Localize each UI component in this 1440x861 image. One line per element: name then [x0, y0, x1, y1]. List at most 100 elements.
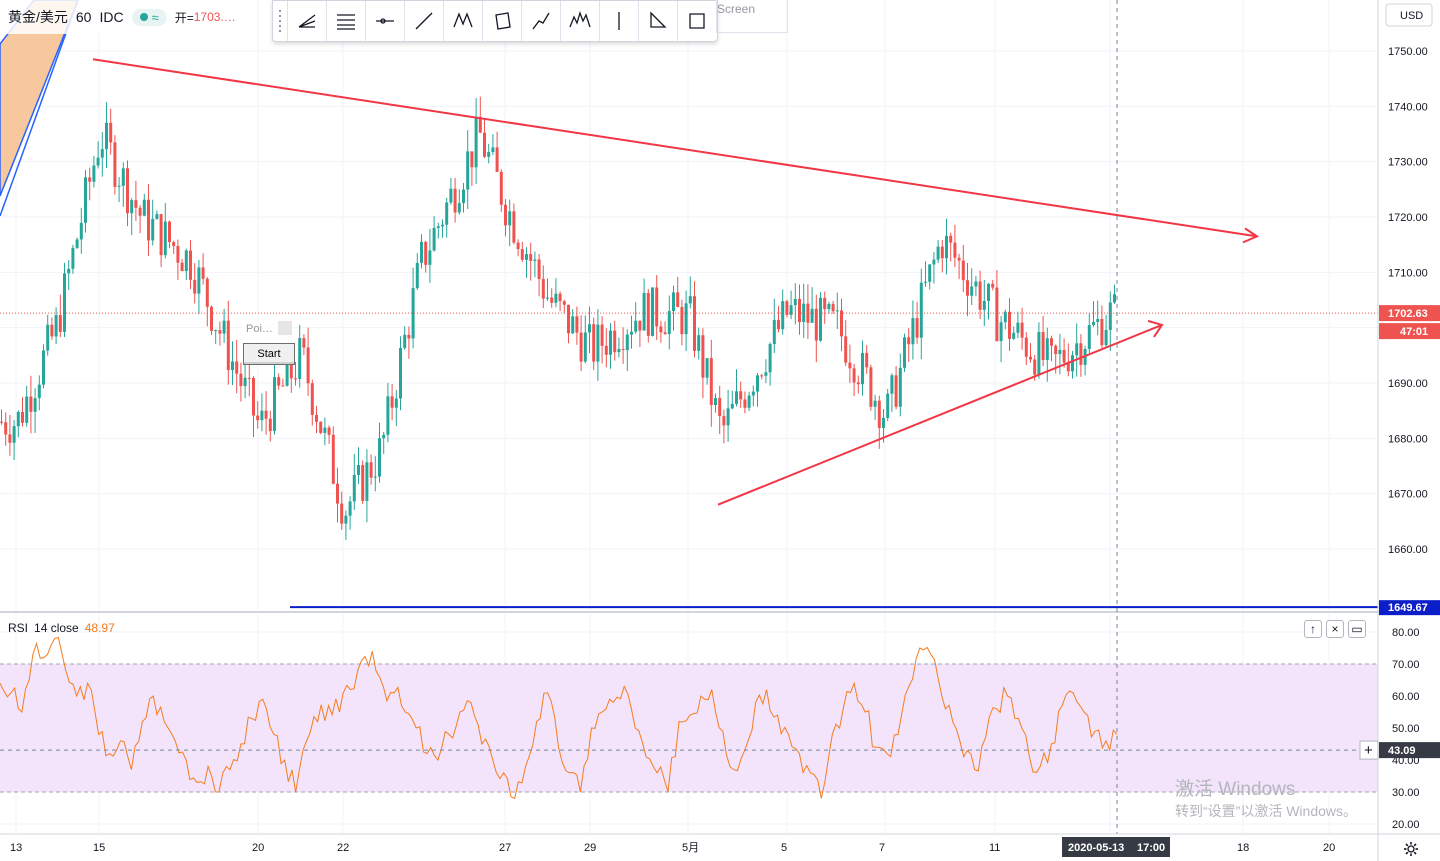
candle-down [327, 427, 331, 435]
rectangle-tool-button[interactable] [677, 1, 716, 41]
start-button[interactable]: Start [243, 343, 295, 365]
trend-line-upper[interactable] [92, 58, 1258, 238]
elliott-wave-tool-button[interactable] [560, 1, 599, 41]
candle-up [634, 320, 638, 332]
candle-up [1096, 318, 1100, 322]
candle-up [903, 337, 906, 368]
xabcd-pattern-tool-button[interactable] [443, 1, 482, 41]
candle-down [957, 257, 961, 261]
candle-up [781, 301, 785, 330]
add-alert-button[interactable] [1359, 740, 1379, 760]
candle-up [12, 426, 16, 443]
candle-down [58, 315, 62, 332]
candle-up [726, 408, 730, 426]
vertical-line-tool-button[interactable] [599, 1, 638, 41]
price-tick-label: 1730.00 [1388, 157, 1428, 169]
market-status-badge[interactable]: ≈ [131, 8, 167, 26]
rotated-rectangle-tool-button[interactable] [482, 1, 521, 41]
time-tick-label: 29 [584, 842, 596, 854]
candle-up [583, 332, 587, 362]
candle-down [966, 280, 969, 296]
rsi-name[interactable]: RSI [8, 621, 29, 635]
candle-down [852, 368, 856, 383]
candle-down [390, 396, 394, 408]
trend-arrow-head [1147, 319, 1164, 338]
candle-down [520, 249, 524, 260]
gann-fan-tool-button[interactable] [326, 1, 365, 41]
candle-down [172, 242, 176, 247]
candle-down [176, 246, 180, 263]
candle-up [571, 316, 575, 334]
trend-line-lower[interactable] [717, 323, 1163, 506]
candle-down [907, 337, 911, 345]
settings-gear-icon[interactable] [1400, 838, 1422, 860]
candles-layer [0, 96, 1116, 540]
candle-up [546, 297, 549, 299]
source-label: IDC [99, 9, 124, 25]
candle-down [915, 318, 919, 338]
triangle-pattern-tool-button[interactable] [638, 1, 677, 41]
remove-icon[interactable]: × [1326, 620, 1344, 638]
candle-up [911, 318, 915, 345]
path-tool-button[interactable] [521, 1, 560, 41]
candle-up [25, 396, 29, 423]
rsi-tick-label: 20.00 [1392, 819, 1420, 831]
candle-up [214, 330, 218, 332]
trend-line-tool-button[interactable] [404, 1, 443, 41]
maximize-icon[interactable]: ▭ [1348, 620, 1366, 638]
candle-up [751, 391, 755, 396]
popup-close-icon[interactable] [278, 321, 292, 335]
candle-down [168, 221, 171, 243]
candle-up [16, 411, 20, 427]
market-open-dot-icon [139, 13, 148, 21]
candle-up [932, 259, 936, 265]
candle-up [394, 398, 398, 408]
horizontal-line-tool-button[interactable] [365, 1, 404, 41]
windows-watermark-subtitle: 转到“设置”以激活 Windows。 [1175, 803, 1358, 819]
toolbar-drag-handle[interactable] [273, 1, 287, 41]
candle-up [42, 350, 45, 385]
plus-icon: + [1364, 742, 1373, 759]
candle-up [260, 410, 264, 421]
candle-down [663, 332, 667, 335]
rotated-rectangle-icon [495, 12, 511, 30]
candle-up [982, 300, 986, 310]
interval-label[interactable]: 60 [75, 9, 92, 25]
candle-down [134, 200, 138, 208]
candle-down [109, 122, 113, 143]
elliott-wave-icon [569, 10, 591, 28]
drawings-layer [0, 0, 1378, 834]
candle-up [357, 465, 360, 475]
pitchfork-icon [298, 14, 316, 28]
move-up-icon[interactable]: ↑ [1304, 620, 1322, 638]
candle-up [705, 358, 709, 378]
symbol-name[interactable]: 黄金/美元 [8, 9, 68, 25]
candle-up [151, 218, 155, 241]
candle-up [487, 152, 491, 157]
candle-up [54, 315, 58, 337]
candle-up [67, 268, 71, 274]
currency-button[interactable] [1385, 3, 1433, 27]
candle-up [802, 303, 806, 323]
candle-down [478, 116, 482, 133]
candle-up [533, 259, 537, 261]
candle-down [722, 416, 726, 426]
candle-down [1079, 343, 1083, 365]
candle-down [953, 242, 957, 258]
candle-up [75, 239, 79, 248]
time-tick-label: 20 [1323, 842, 1335, 854]
candle-up [768, 343, 772, 373]
rsi-band [0, 664, 1378, 792]
candle-down [1033, 359, 1037, 375]
candle-up [1104, 329, 1108, 346]
candle-up [890, 375, 894, 394]
candle-up [861, 352, 864, 385]
price-tick-label: 1740.00 [1388, 101, 1428, 113]
candle-up [886, 393, 890, 418]
pitchfork-tool-button[interactable] [287, 1, 326, 41]
candle-up [697, 335, 701, 351]
chart-legend: 黄金/美元 60 IDC ≈ 开= 1703.… [0, 0, 236, 34]
candle-down [294, 378, 297, 380]
